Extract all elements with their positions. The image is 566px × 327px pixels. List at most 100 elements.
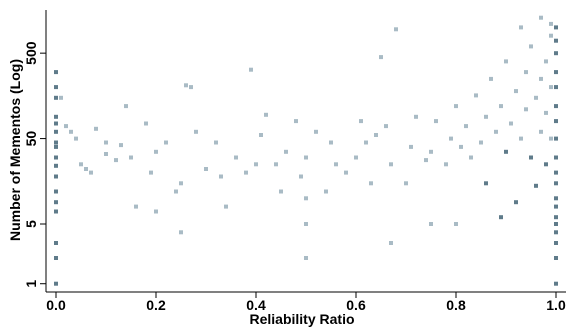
- data-point: [529, 155, 533, 160]
- data-point: [89, 170, 93, 175]
- data-point: [449, 136, 453, 141]
- data-point: [119, 143, 123, 148]
- data-point: [179, 181, 183, 186]
- data-point: [224, 204, 228, 209]
- data-point: [334, 162, 338, 167]
- data-point: [464, 124, 468, 129]
- data-point: [179, 230, 183, 235]
- data-point: [484, 114, 488, 119]
- data-point: [519, 25, 523, 30]
- data-point: [549, 21, 553, 26]
- data-point: [484, 181, 488, 186]
- data-point: [554, 222, 558, 226]
- data-point: [544, 59, 548, 64]
- data-point: [554, 51, 558, 56]
- data-point: [54, 85, 58, 90]
- data-point: [184, 83, 188, 88]
- y-tick-label: 50: [23, 131, 39, 147]
- data-point: [454, 222, 458, 226]
- data-point: [54, 189, 58, 194]
- data-point: [454, 104, 458, 109]
- data-point: [394, 27, 398, 32]
- data-point: [249, 67, 253, 72]
- data-point: [554, 256, 558, 260]
- data-point: [214, 140, 218, 145]
- data-point: [379, 55, 383, 60]
- data-point: [554, 136, 558, 141]
- data-point: [54, 281, 58, 286]
- data-point: [324, 189, 328, 194]
- data-point: [54, 95, 58, 100]
- data-point: [554, 204, 558, 209]
- data-point: [84, 167, 88, 171]
- data-point: [279, 189, 283, 194]
- data-point: [254, 162, 258, 167]
- data-point: [499, 104, 503, 109]
- data-point: [124, 104, 128, 109]
- data-point: [554, 85, 558, 90]
- x-tick-label: 0.6: [346, 297, 366, 313]
- data-point: [79, 162, 83, 167]
- data-point: [389, 162, 393, 167]
- data-point: [174, 189, 178, 194]
- data-point: [529, 44, 533, 49]
- data-point: [554, 230, 558, 235]
- data-point: [414, 114, 418, 119]
- data-point: [474, 93, 478, 98]
- data-point: [504, 149, 508, 154]
- data-point: [494, 129, 498, 134]
- data-point: [549, 85, 553, 90]
- data-point: [554, 215, 558, 220]
- data-point: [499, 215, 503, 220]
- data-point: [54, 163, 58, 168]
- data-point: [554, 170, 558, 175]
- data-point: [554, 119, 558, 124]
- data-point: [479, 140, 483, 145]
- data-point: [129, 155, 133, 160]
- data-point: [524, 70, 528, 75]
- data-point: [539, 76, 543, 81]
- data-point: [244, 170, 248, 175]
- data-point: [304, 155, 308, 160]
- data-point: [54, 209, 58, 214]
- data-point: [374, 133, 378, 137]
- data-point: [554, 196, 558, 201]
- data-point: [554, 25, 558, 30]
- data-point: [54, 256, 58, 260]
- data-point: [54, 200, 58, 205]
- data-point: [54, 70, 58, 75]
- data-point: [314, 129, 318, 134]
- data-point: [384, 124, 388, 129]
- data-point: [509, 121, 513, 126]
- data-point: [389, 241, 393, 245]
- x-tick-label: 0.0: [46, 297, 66, 313]
- data-point: [359, 119, 363, 124]
- data-point: [104, 152, 108, 156]
- data-point: [284, 149, 288, 154]
- data-point: [259, 133, 263, 137]
- data-point: [54, 140, 58, 145]
- data-point: [154, 209, 158, 214]
- data-point: [544, 110, 548, 115]
- y-tick-label: 500: [23, 41, 39, 65]
- data-point: [204, 167, 208, 171]
- x-tick-label: 0.8: [446, 297, 466, 313]
- x-axis-title: Reliability Ratio: [249, 311, 354, 327]
- data-point: [539, 129, 543, 134]
- data-point: [534, 95, 538, 100]
- data-point: [354, 155, 358, 160]
- data-point: [194, 129, 198, 134]
- data-point: [274, 162, 278, 167]
- data-point: [134, 204, 138, 209]
- data-point: [554, 281, 558, 286]
- data-points: [54, 15, 558, 286]
- x-tick-label: 0.4: [246, 297, 266, 313]
- x-tick-label: 0.2: [146, 297, 166, 313]
- y-ticks: 1 5 50 500: [23, 41, 46, 288]
- data-point: [504, 59, 508, 64]
- data-point: [54, 144, 58, 149]
- data-point: [69, 129, 73, 134]
- y-tick-label: 1: [23, 280, 39, 288]
- data-point: [154, 149, 158, 154]
